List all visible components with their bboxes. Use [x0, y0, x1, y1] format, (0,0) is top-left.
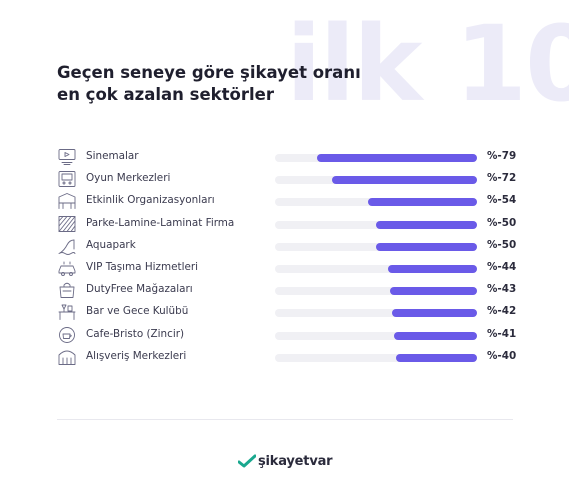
brand-logo[interactable]: şikayetvar [238, 452, 333, 470]
category-label: Etkinlik Organizasyonları [86, 194, 215, 207]
bar-track [275, 287, 477, 296]
background-watermark-text: ilk 10 [286, 3, 569, 125]
bar-track [275, 198, 477, 207]
bar-track [275, 353, 477, 362]
bar [376, 220, 477, 229]
cinema-screen-icon [57, 148, 77, 166]
data-label: %-40 [487, 349, 517, 362]
bar-row: Aquapark %-50 [0, 235, 569, 257]
bar-row: Parke-Lamine-Laminat Firma %-50 [0, 213, 569, 235]
water-slide-icon [57, 237, 77, 255]
bar [367, 198, 477, 207]
bar-track [275, 331, 477, 340]
footer-divider [57, 419, 513, 420]
bar-row: Cafe-Bristo (Zincir) %-41 [0, 324, 569, 346]
chart-title: Geçen seneye göre şikayet oranı en çok a… [57, 62, 361, 106]
bar [392, 309, 477, 318]
data-label: %-54 [487, 194, 517, 207]
data-label: %-50 [487, 238, 517, 251]
brand-name: şikayetvar [258, 453, 333, 469]
data-label: %-44 [487, 261, 517, 273]
category-label: Aquapark [86, 238, 136, 251]
bar-track [275, 220, 477, 229]
category-label: Cafe-Bristo (Zincir) [86, 327, 185, 340]
category-label: Sinemalar [86, 150, 139, 162]
category-label: Bar ve Gece Kulübü [86, 305, 189, 318]
category-label: Oyun Merkezleri [86, 172, 171, 185]
bar [394, 331, 477, 340]
data-label: %-41 [487, 327, 517, 340]
data-label: %-79 [487, 150, 517, 162]
bar-row: DutyFree Mağazaları %-43 [0, 279, 569, 301]
brand-check-icon [238, 454, 256, 468]
bar [331, 176, 477, 185]
bar [317, 154, 477, 162]
duty-free-bag-icon [57, 281, 77, 299]
bar-row: Etkinlik Organizasyonları %-54 [0, 190, 569, 212]
vip-car-icon [57, 259, 77, 277]
parquet-floor-icon [57, 215, 77, 233]
category-label: VIP Taşıma Hizmetleri [86, 261, 199, 273]
data-label: %-72 [487, 172, 517, 185]
bar [376, 242, 477, 251]
mall-icon [57, 348, 77, 366]
bar-track [275, 242, 477, 251]
data-label: %-50 [487, 216, 517, 229]
bar [390, 287, 477, 296]
bar-track [275, 154, 477, 162]
data-label: %-43 [487, 283, 517, 296]
bar-track [275, 309, 477, 318]
bar-icon [57, 303, 77, 321]
event-stage-icon [57, 192, 77, 210]
chart-title-line-1: Geçen seneye göre şikayet oranı [57, 63, 361, 82]
bar-row: Bar ve Gece Kulübü %-42 [0, 301, 569, 323]
arcade-icon [57, 170, 77, 188]
data-label: %-42 [487, 305, 517, 318]
bar-row: VIP Taşıma Hizmetleri %-44 [0, 257, 569, 279]
bar-track [275, 176, 477, 185]
bar-row: Alışveriş Merkezleri %-40 [0, 346, 569, 368]
chart-title-line-2: en çok azalan sektörler [57, 85, 274, 104]
bar-track [275, 265, 477, 273]
bar [388, 265, 477, 273]
bar [396, 353, 477, 362]
bar-row: Sinemalar %-79 [0, 146, 569, 168]
bar-row: Oyun Merkezleri %-72 [0, 168, 569, 190]
category-label: Alışveriş Merkezleri [86, 349, 187, 362]
category-label: Parke-Lamine-Laminat Firma [86, 216, 235, 229]
cafe-icon [57, 326, 77, 344]
category-label: DutyFree Mağazaları [86, 283, 193, 296]
